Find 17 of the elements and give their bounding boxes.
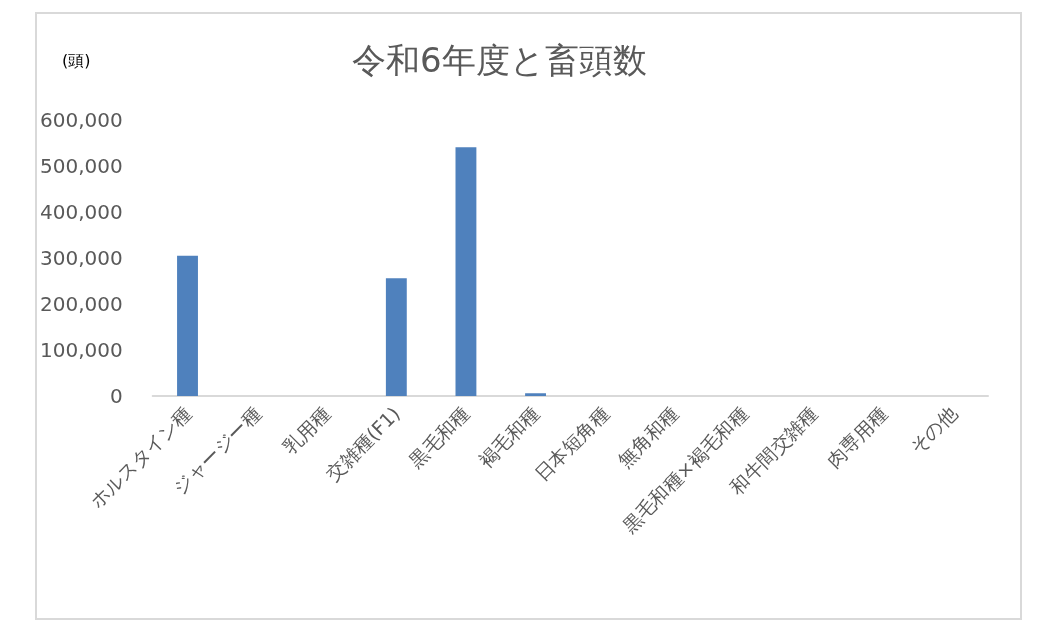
y-tick-label: 300,000 [39, 246, 123, 270]
y-tick-label: 400,000 [39, 200, 123, 224]
x-tick-label: 乳用種 [278, 402, 335, 459]
x-tick-label: その他 [905, 402, 961, 459]
y-axis-title: (頭) [62, 50, 91, 70]
x-tick-label: 肉専用種 [822, 402, 892, 472]
bar [177, 255, 198, 396]
y-tick-label: 200,000 [39, 292, 123, 316]
y-tick-label: 100,000 [39, 338, 123, 362]
y-tick-label: 500,000 [39, 154, 123, 178]
y-tick-label: 0 [109, 384, 123, 408]
x-tick-label: 黒毛和種 [404, 402, 474, 472]
bar [385, 278, 407, 396]
y-tick-label: 600,000 [39, 108, 123, 132]
bar [525, 393, 546, 396]
bar [455, 147, 477, 396]
chart-title: 令和6年度と畜頭数 [352, 40, 647, 80]
